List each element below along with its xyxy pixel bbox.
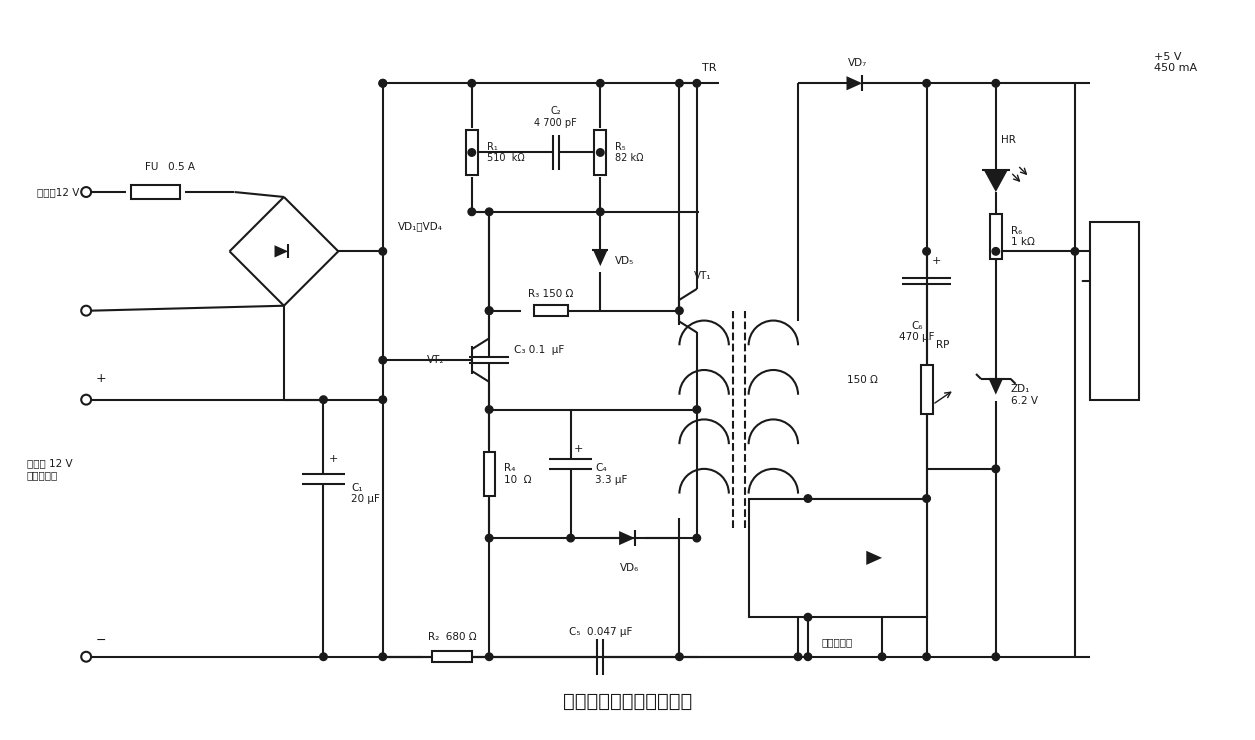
Circle shape <box>468 208 476 215</box>
Polygon shape <box>594 250 607 266</box>
Text: 光电耦合管: 光电耦合管 <box>822 637 853 647</box>
Text: R₄
10  Ω: R₄ 10 Ω <box>505 463 532 485</box>
Circle shape <box>486 307 493 314</box>
Circle shape <box>991 653 999 661</box>
Circle shape <box>922 79 930 87</box>
Circle shape <box>567 534 575 542</box>
Circle shape <box>675 653 683 661</box>
Bar <box>533 305 569 316</box>
Text: FU   0.5 A: FU 0.5 A <box>146 162 196 172</box>
Circle shape <box>486 208 493 215</box>
Circle shape <box>379 79 387 87</box>
Text: C₆
470 μF: C₆ 470 μF <box>899 320 935 342</box>
Circle shape <box>991 79 999 87</box>
Circle shape <box>675 307 683 314</box>
Text: C₄
3.3 μF: C₄ 3.3 μF <box>595 463 628 485</box>
Text: C₁
20 μF: C₁ 20 μF <box>351 482 380 505</box>
Text: C₃ 0.1  μF: C₃ 0.1 μF <box>513 345 565 355</box>
Circle shape <box>991 465 999 473</box>
Circle shape <box>794 653 802 661</box>
Text: R₅
82 kΩ: R₅ 82 kΩ <box>615 141 644 164</box>
Circle shape <box>320 653 328 661</box>
Text: −: − <box>97 634 107 647</box>
Bar <box>131 185 181 199</box>
Text: HR: HR <box>1000 135 1015 144</box>
Circle shape <box>468 79 476 87</box>
Circle shape <box>922 248 930 255</box>
Circle shape <box>804 613 812 621</box>
Text: +5 V
450 mA: +5 V 450 mA <box>1155 52 1197 73</box>
Circle shape <box>693 406 700 414</box>
Bar <box>595 130 606 175</box>
Circle shape <box>596 208 604 215</box>
Circle shape <box>693 79 700 87</box>
Circle shape <box>922 653 930 661</box>
Bar <box>466 130 478 175</box>
Text: R₁
510  kΩ: R₁ 510 kΩ <box>487 141 525 164</box>
Text: 150 Ω: 150 Ω <box>847 375 878 385</box>
Circle shape <box>82 394 92 405</box>
Circle shape <box>379 357 387 364</box>
Circle shape <box>675 79 683 87</box>
Text: ZD₁
6.2 V: ZD₁ 6.2 V <box>1010 384 1038 406</box>
Text: +: + <box>574 444 584 454</box>
Circle shape <box>468 149 476 156</box>
Circle shape <box>320 396 328 403</box>
Circle shape <box>693 534 700 542</box>
Polygon shape <box>866 551 882 565</box>
Text: VD₇: VD₇ <box>848 58 867 68</box>
Circle shape <box>804 653 812 661</box>
Text: C₅  0.047 μF: C₅ 0.047 μF <box>569 627 633 637</box>
Text: R₃ 150 Ω: R₃ 150 Ω <box>528 289 574 299</box>
Polygon shape <box>619 531 635 545</box>
Text: 接交流12 V: 接交流12 V <box>36 187 79 197</box>
Circle shape <box>596 149 604 156</box>
Circle shape <box>379 396 387 403</box>
Circle shape <box>878 653 886 661</box>
Circle shape <box>379 79 387 87</box>
Circle shape <box>1072 248 1078 255</box>
Circle shape <box>379 248 387 255</box>
Text: VD₆: VD₆ <box>620 563 640 573</box>
Text: R₂  680 Ω: R₂ 680 Ω <box>428 632 477 642</box>
Text: R₆
1 kΩ: R₆ 1 kΩ <box>1010 226 1034 247</box>
Text: C₂
4 700 pF: C₂ 4 700 pF <box>535 106 577 128</box>
Circle shape <box>991 248 999 255</box>
Circle shape <box>804 495 812 502</box>
Circle shape <box>486 406 493 414</box>
Circle shape <box>486 307 493 314</box>
Circle shape <box>82 306 92 316</box>
Text: +: + <box>931 256 941 266</box>
Circle shape <box>922 495 930 502</box>
Bar <box>432 651 472 662</box>
Text: VD₁～VD₄: VD₁～VD₄ <box>398 221 443 232</box>
Polygon shape <box>984 170 1008 192</box>
Bar <box>1089 222 1140 400</box>
Bar <box>483 451 494 496</box>
Text: VT₁: VT₁ <box>694 271 712 281</box>
Bar <box>990 215 1001 259</box>
Polygon shape <box>847 76 862 90</box>
Circle shape <box>82 187 92 197</box>
Circle shape <box>486 534 493 542</box>
Polygon shape <box>275 245 289 258</box>
Circle shape <box>379 653 387 661</box>
Circle shape <box>596 79 604 87</box>
Text: +: + <box>329 454 338 464</box>
Text: VD₅: VD₅ <box>615 256 634 266</box>
Text: RP: RP <box>936 340 950 350</box>
Polygon shape <box>989 379 1003 394</box>
Bar <box>749 499 926 617</box>
Text: TR: TR <box>702 64 717 73</box>
Circle shape <box>486 653 493 661</box>
Text: 车载手机充电器电路原理: 车载手机充电器电路原理 <box>563 692 692 711</box>
Bar <box>921 365 932 414</box>
Circle shape <box>82 652 92 662</box>
Text: 点烟器 12 V
电源输入端: 点烟器 12 V 电源输入端 <box>26 458 73 480</box>
Text: VT₂: VT₂ <box>427 355 444 365</box>
Text: +: + <box>97 371 107 385</box>
